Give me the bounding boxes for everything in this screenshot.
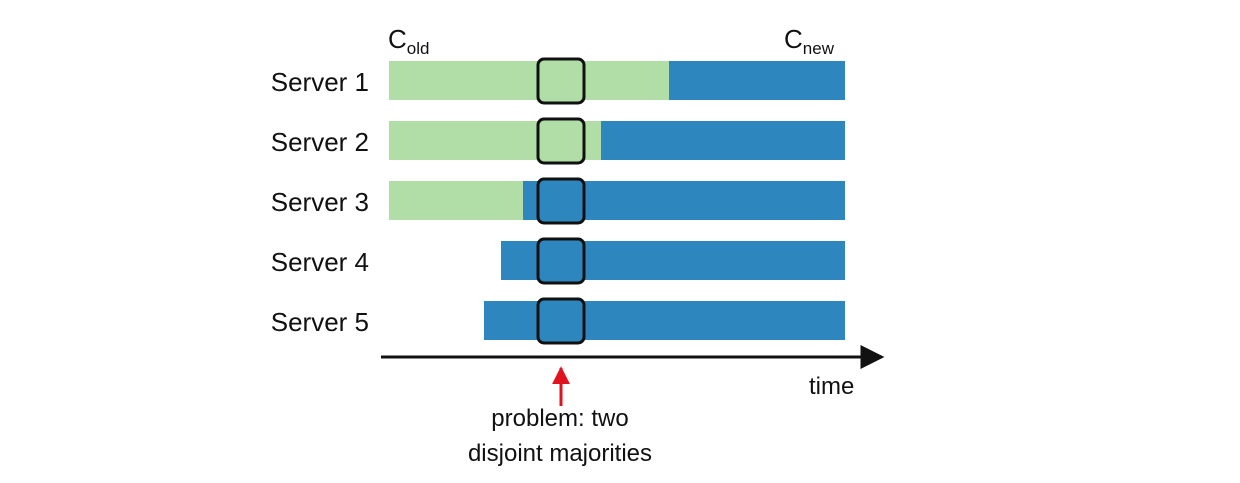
server-4-highlight-box [536,237,586,285]
server-1-new-config-bar [669,61,845,100]
server-2-highlight-box [536,117,586,165]
server-3-label: Server 3 [271,187,369,217]
server-5-highlight-box [536,297,586,345]
server-3-highlight-box [536,177,586,225]
time-label: time [809,373,854,400]
problem-label-line-1: problem: two [491,405,628,432]
c-old-label: Cold [388,24,429,58]
server-1-highlight-box [536,57,586,105]
server-2-label: Server 2 [271,127,369,157]
server-2-new-config-bar [601,121,845,160]
problem-label-line-2: disjoint majorities [468,440,652,467]
server-5-label: Server 5 [271,307,369,337]
server-1-label: Server 1 [271,67,369,97]
server-4-label: Server 4 [271,247,369,277]
server-1-old-config-bar [389,61,670,100]
c-new-label: Cnew [784,24,835,58]
server-3-old-config-bar [389,181,524,220]
